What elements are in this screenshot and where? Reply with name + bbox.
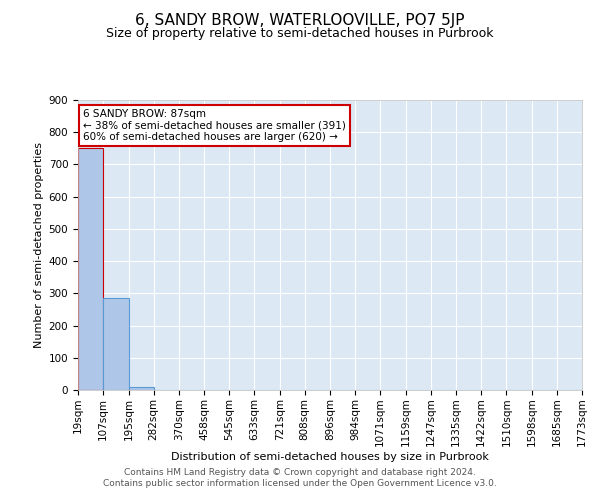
- Text: Size of property relative to semi-detached houses in Purbrook: Size of property relative to semi-detach…: [106, 28, 494, 40]
- Y-axis label: Number of semi-detached properties: Number of semi-detached properties: [34, 142, 44, 348]
- Bar: [78, 148, 103, 390]
- Text: Contains HM Land Registry data © Crown copyright and database right 2024.
Contai: Contains HM Land Registry data © Crown c…: [103, 468, 497, 487]
- Text: 6, SANDY BROW, WATERLOOVILLE, PO7 5JP: 6, SANDY BROW, WATERLOOVILLE, PO7 5JP: [135, 12, 465, 28]
- X-axis label: Distribution of semi-detached houses by size in Purbrook: Distribution of semi-detached houses by …: [171, 452, 489, 462]
- Bar: [128, 387, 154, 390]
- Text: 6 SANDY BROW: 87sqm
← 38% of semi-detached houses are smaller (391)
60% of semi-: 6 SANDY BROW: 87sqm ← 38% of semi-detach…: [83, 108, 346, 142]
- Bar: [103, 298, 128, 390]
